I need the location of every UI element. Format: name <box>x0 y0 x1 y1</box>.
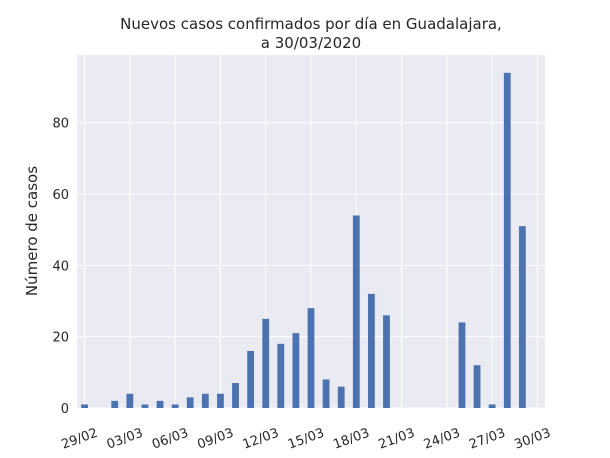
bar-18-03 <box>352 215 360 408</box>
y-tick-label: 40 <box>52 259 69 274</box>
bar-12-03 <box>262 318 270 408</box>
bar-28-03 <box>503 72 511 409</box>
chart-title-line1: Nuevos casos confirmados por día en Guad… <box>120 15 502 33</box>
bar-29-02 <box>81 404 88 408</box>
x-tick-label: 18/03 <box>331 426 371 453</box>
x-tick-label: 30/03 <box>512 426 552 453</box>
x-tick-label: 27/03 <box>467 426 507 453</box>
x-axis-ticks: 29/02 03/03 06/03 09/03 12/03 15/03 18/03 21/03… <box>60 426 553 453</box>
x-tick-label: 24/03 <box>422 426 462 453</box>
x-tick-label: 06/03 <box>150 426 190 453</box>
bar-06-03 <box>171 404 179 408</box>
x-tick-label: 12/03 <box>241 426 281 453</box>
x-tick-label: 21/03 <box>377 426 417 453</box>
bar-05-03 <box>156 400 164 408</box>
bar-08-03 <box>201 393 209 408</box>
bar-15-03 <box>307 308 315 408</box>
bar-26-03 <box>473 365 481 408</box>
bar-11-03 <box>247 350 255 408</box>
bar-04-03 <box>141 404 149 408</box>
y-tick-label: 20 <box>52 331 69 346</box>
bar-17-03 <box>337 386 345 408</box>
bar-09-03 <box>217 393 224 408</box>
y-tick-label: 0 <box>61 402 69 417</box>
y-axis-ticks: 0 20 40 60 80 <box>52 117 69 417</box>
bar-13-03 <box>277 343 285 408</box>
x-tick-label: 03/03 <box>105 426 145 453</box>
bar-29-03 <box>518 226 526 408</box>
x-tick-label: 09/03 <box>195 426 235 453</box>
bar-16-03 <box>322 379 330 408</box>
x-tick-label: 29/02 <box>60 426 100 453</box>
y-tick-label: 60 <box>52 188 69 203</box>
y-tick-label: 80 <box>52 117 69 132</box>
bar-27-03 <box>488 404 496 408</box>
x-tick-label: 15/03 <box>286 426 326 453</box>
bars <box>81 72 526 409</box>
bar-07-03 <box>186 397 194 408</box>
bar-25-03 <box>458 322 466 408</box>
bar-14-03 <box>292 333 300 408</box>
bar-02-03 <box>111 400 119 408</box>
bar-20-03 <box>383 315 390 408</box>
bar-03-03 <box>126 393 134 408</box>
bar-10-03 <box>232 383 239 408</box>
chart-title-line2: a 30/03/2020 <box>261 34 361 52</box>
y-axis-label: Número de casos <box>23 166 41 296</box>
bar-19-03 <box>367 293 375 408</box>
